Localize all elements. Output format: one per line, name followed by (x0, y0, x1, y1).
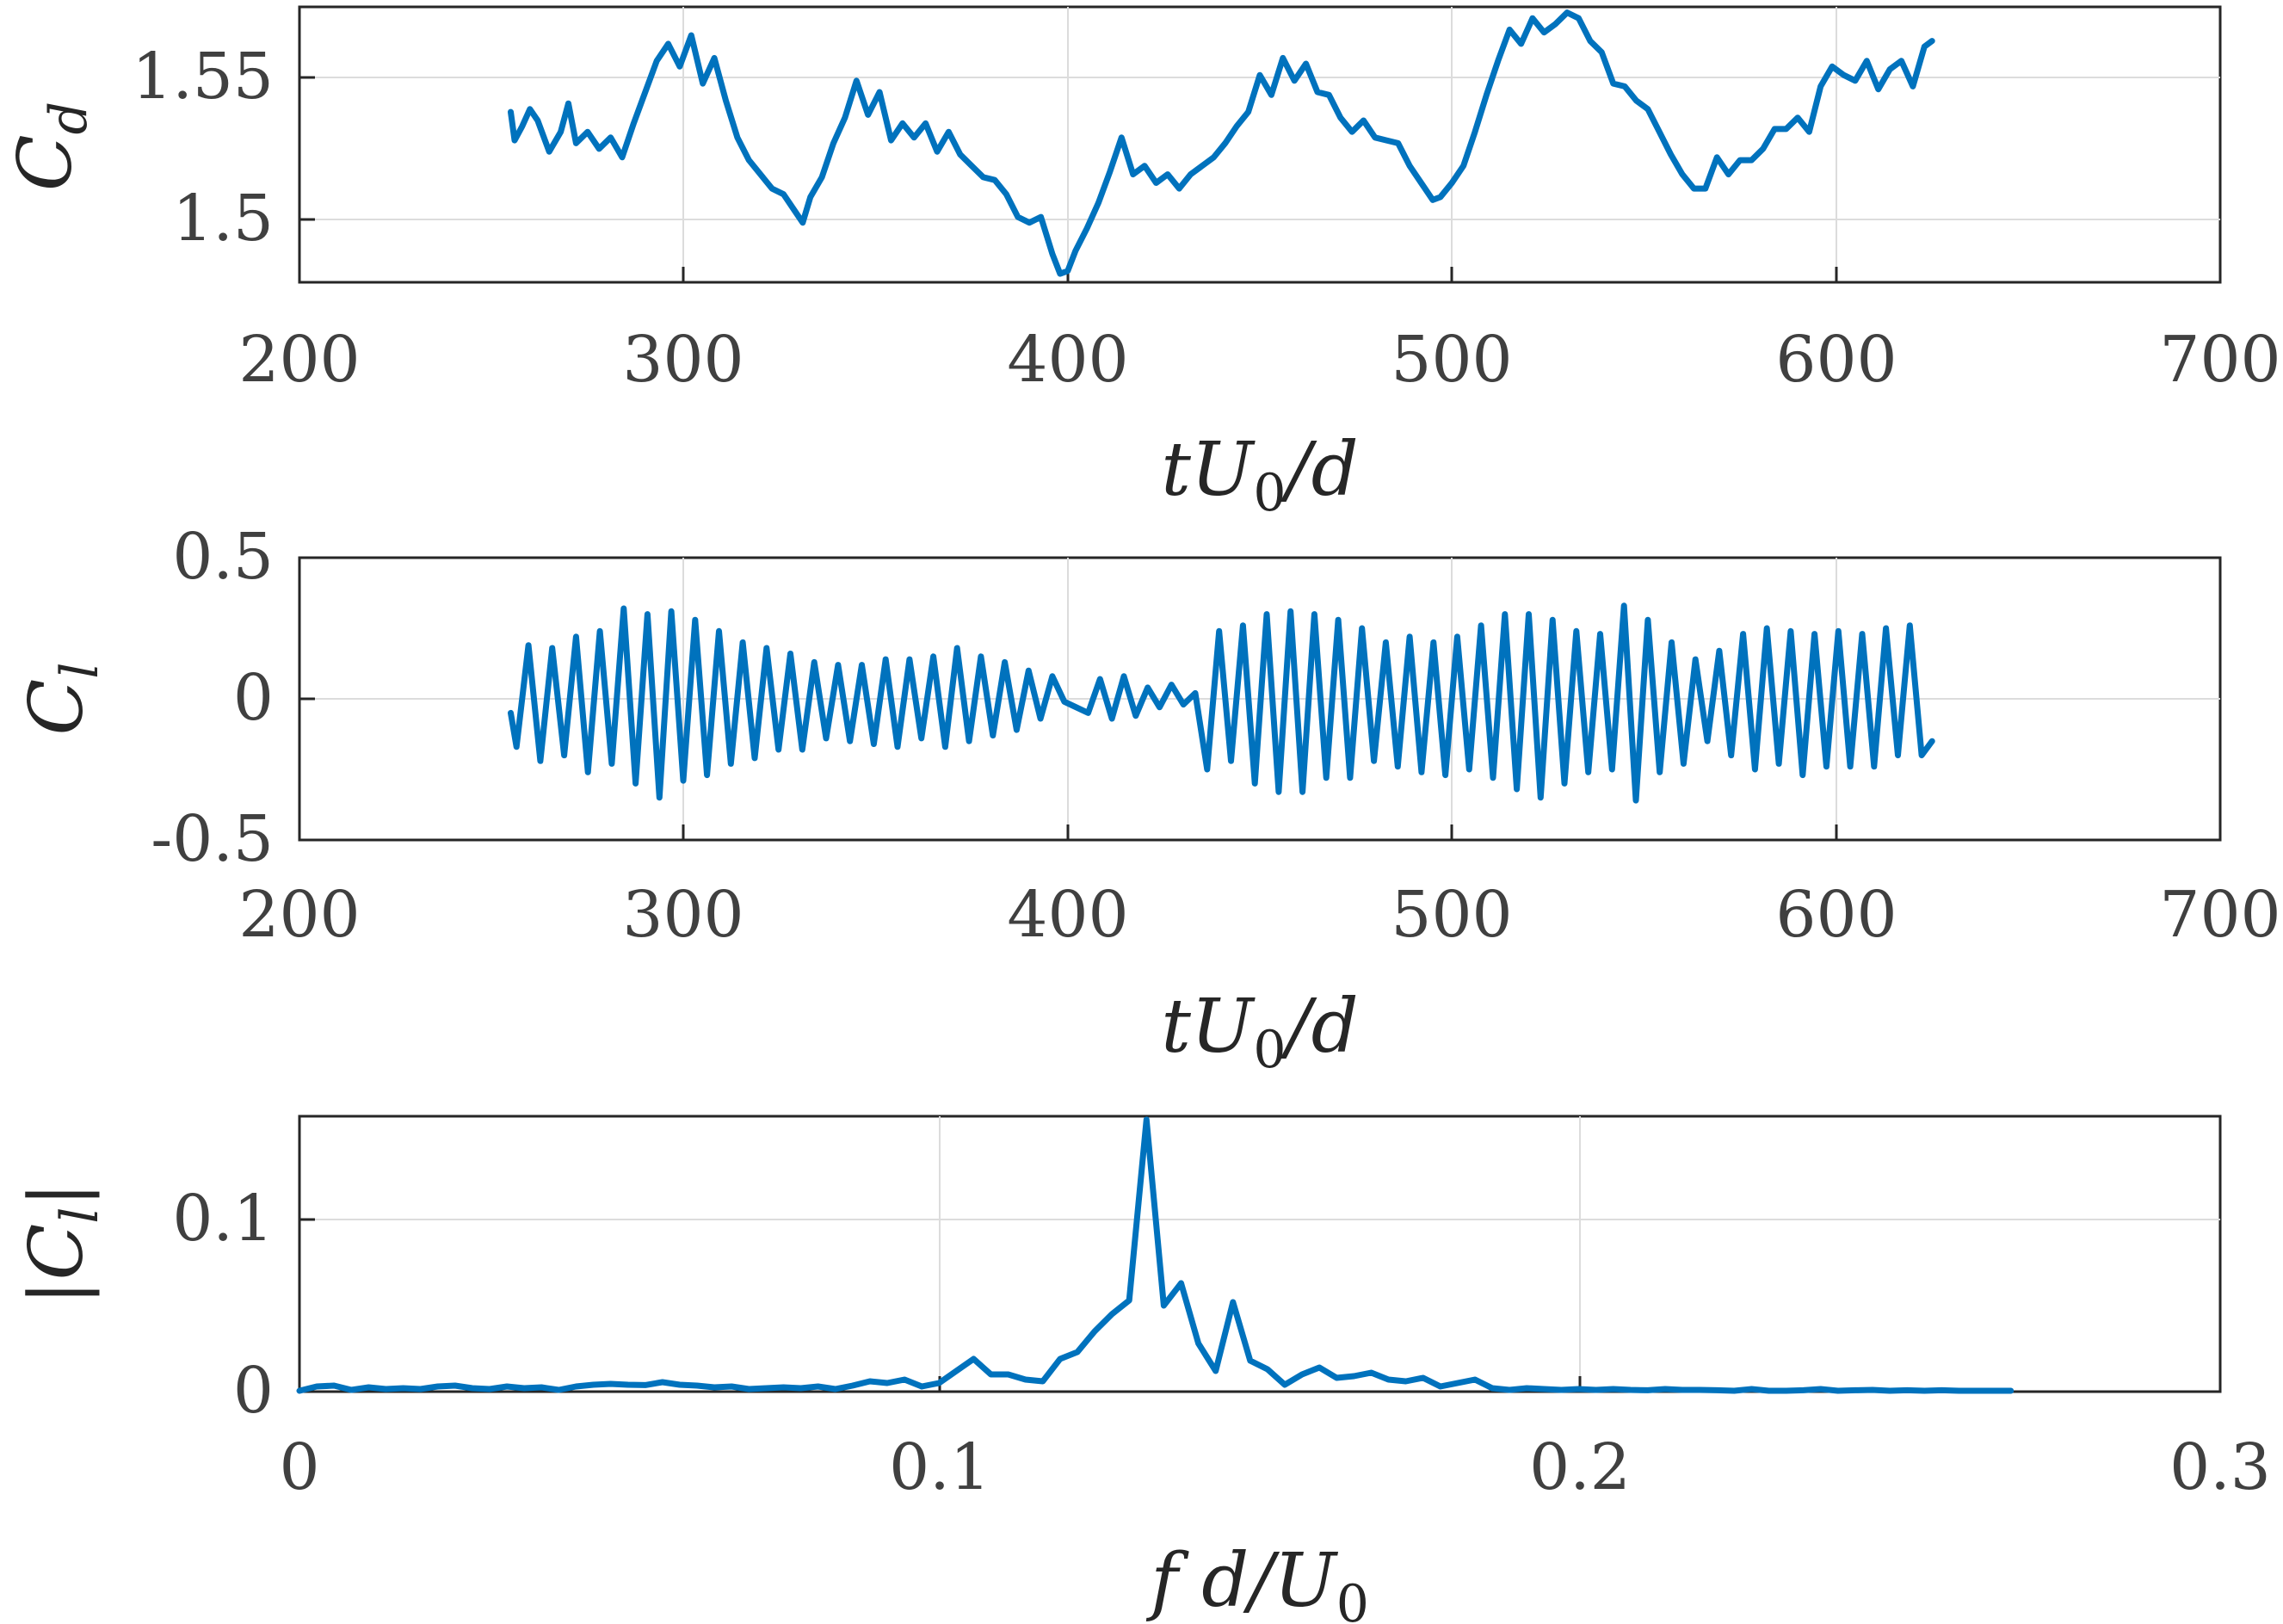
panel-spectrum: 0 0.1 0.2 0.3 0.1 0 f d/U0 |Cl| (14, 1115, 2271, 1624)
xtick-labels-cl: 200 300 400 500 600 700 (238, 878, 2280, 952)
series-line-cl (508, 602, 1935, 804)
ticks-cd (299, 76, 1838, 282)
x-axis-label-spectrum: f d/U0 (1145, 1538, 1369, 1624)
xtick-label: 0 (279, 1430, 319, 1504)
axes-box-cd (298, 5, 2222, 284)
xtick-label: 700 (2159, 878, 2280, 952)
xtick-label: 700 (2159, 323, 2280, 397)
ytick-label: 1.55 (132, 40, 274, 114)
ticks-cl (299, 697, 1838, 840)
xtick-label: 400 (1007, 323, 1128, 397)
xtick-labels-spectrum: 0 0.1 0.2 0.3 (279, 1430, 2270, 1504)
xtick-label: 0.3 (2169, 1430, 2271, 1504)
series-line-spectrum (296, 1116, 2015, 1394)
ytick-label: 0 (233, 1354, 274, 1428)
y-axis-label-spectrum: |Cl| (14, 1182, 110, 1306)
xtick-label: 0.2 (1529, 1430, 1631, 1504)
xtick-label: 600 (1775, 323, 1897, 397)
xtick-label: 500 (1391, 323, 1512, 397)
ytick-label: 1.5 (172, 182, 274, 256)
x-axis-label-cd: tU0/d (1161, 427, 1358, 523)
axes-box-spectrum (298, 1115, 2222, 1393)
ytick-label: 0 (233, 661, 274, 735)
xtick-label: 400 (1007, 878, 1128, 952)
xtick-label: 0.1 (889, 1430, 990, 1504)
xtick-labels-cd: 200 300 400 500 600 700 (238, 323, 2280, 397)
xtick-label: 300 (622, 878, 744, 952)
ytick-label: 0.5 (172, 520, 274, 594)
grid-spectrum (299, 1116, 2220, 1392)
panel-cd: 200 300 400 500 600 700 1.55 1.5 tU0/d C… (3, 5, 2281, 523)
xtick-label: 600 (1775, 878, 1897, 952)
ytick-labels-cd: 1.55 1.5 (132, 40, 274, 256)
ytick-label: -0.5 (151, 802, 274, 876)
y-axis-label-cd: Cd (3, 102, 99, 191)
series-line-cd (508, 9, 1935, 277)
xtick-label: 200 (238, 323, 360, 397)
ytick-labels-cl: 0.5 0 -0.5 (151, 520, 274, 876)
ytick-label: 0.1 (172, 1182, 274, 1256)
xtick-label: 300 (622, 323, 744, 397)
x-axis-label-cl: tU0/d (1161, 984, 1358, 1080)
xtick-label: 200 (238, 878, 360, 952)
panel-cl: 200 300 400 500 600 700 0.5 0 -0.5 tU0/d… (14, 520, 2281, 1080)
y-axis-label-cl: Cl (14, 662, 110, 735)
xtick-label: 500 (1391, 878, 1512, 952)
ytick-labels-spectrum: 0.1 0 (172, 1182, 274, 1428)
